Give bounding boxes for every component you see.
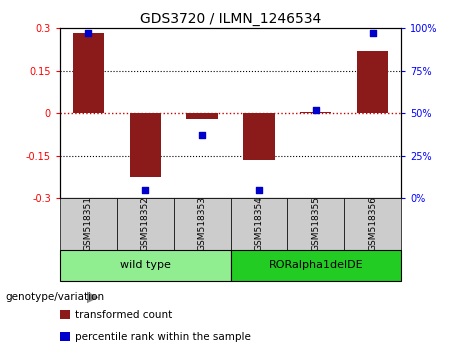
Text: GSM518352: GSM518352 <box>141 196 150 251</box>
Text: genotype/variation: genotype/variation <box>5 292 104 302</box>
Polygon shape <box>87 292 99 303</box>
Bar <box>186 113 218 119</box>
Bar <box>230 198 287 250</box>
Bar <box>243 113 275 160</box>
Bar <box>60 310 70 319</box>
Text: percentile rank within the sample: percentile rank within the sample <box>75 332 251 342</box>
Bar <box>60 250 230 281</box>
Text: GSM518354: GSM518354 <box>254 196 263 251</box>
Text: GSM518355: GSM518355 <box>311 196 320 251</box>
Title: GDS3720 / ILMN_1246534: GDS3720 / ILMN_1246534 <box>140 12 321 26</box>
Bar <box>73 33 104 113</box>
Text: GSM518353: GSM518353 <box>198 196 207 251</box>
Point <box>369 30 376 36</box>
Bar <box>357 51 388 113</box>
Bar <box>174 198 230 250</box>
Bar <box>344 198 401 250</box>
Point <box>255 187 263 193</box>
Text: GSM518356: GSM518356 <box>368 196 377 251</box>
Text: RORalpha1delDE: RORalpha1delDE <box>268 261 363 270</box>
Text: GSM518351: GSM518351 <box>84 196 93 251</box>
Point <box>312 107 319 113</box>
Point <box>198 132 206 138</box>
Bar <box>230 250 401 281</box>
Text: transformed count: transformed count <box>75 310 172 320</box>
Bar <box>287 198 344 250</box>
Bar <box>300 112 331 113</box>
Point <box>85 30 92 36</box>
Bar <box>60 198 117 250</box>
Bar <box>60 332 70 341</box>
Bar <box>130 113 161 177</box>
Bar <box>117 198 174 250</box>
Point <box>142 187 149 193</box>
Text: wild type: wild type <box>120 261 171 270</box>
